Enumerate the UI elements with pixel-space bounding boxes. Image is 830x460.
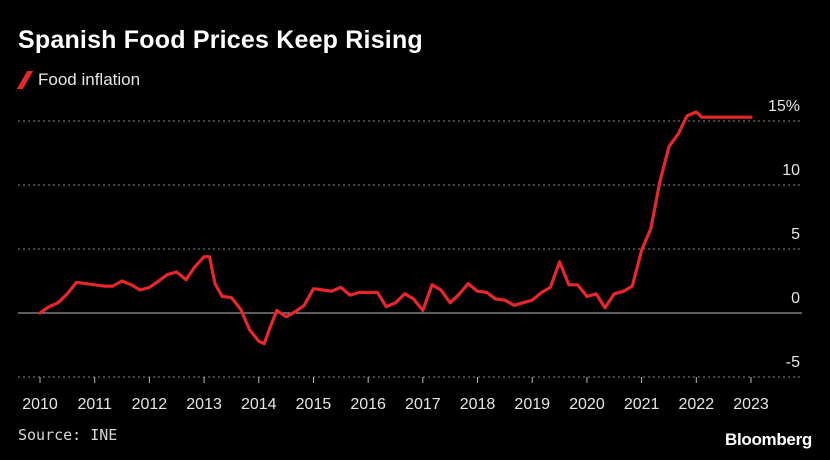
y-tick-label-0: 0 — [791, 290, 800, 307]
y-tick-label-5: 5 — [791, 226, 800, 243]
x-tick-label-2018: 2018 — [460, 396, 496, 413]
x-tick-label-2011: 2011 — [77, 396, 112, 413]
grid-layer: 15% 10 5 0 -5 — [18, 98, 802, 378]
x-tick-label-2010: 2010 — [22, 396, 58, 413]
x-tick-label-2021: 2021 — [624, 396, 660, 413]
bloomberg-logo: Bloomberg — [724, 430, 812, 449]
x-axis-ticks: 2010 2011 2012 2013 2014 2015 2016 2017 2018 2019… — [22, 377, 769, 413]
x-tick-label-2019: 2019 — [514, 396, 550, 413]
x-tick-label-2020: 2020 — [569, 396, 605, 413]
x-tick-label-2014: 2014 — [241, 396, 277, 413]
chart-title: Spanish Food Prices Keep Rising — [18, 26, 423, 54]
legend-label-food-inflation: Food inflation — [38, 70, 141, 89]
source-note: Source: INE — [18, 426, 118, 444]
series-line-food-inflation — [38, 110, 753, 346]
y-tick-label-10: 10 — [782, 162, 800, 179]
x-tick-label-2013: 2013 — [186, 396, 222, 413]
legend: Food inflation — [16, 70, 141, 90]
series-layer — [38, 110, 753, 346]
x-tick-label-2023: 2023 — [733, 396, 769, 413]
y-tick-label-15: 15% — [768, 98, 800, 115]
x-tick-label-2015: 2015 — [296, 396, 332, 413]
x-tick-label-2022: 2022 — [679, 396, 715, 413]
x-tick-label-2012: 2012 — [132, 396, 168, 413]
x-tick-label-2016: 2016 — [350, 396, 386, 413]
y-tick-label-neg5: -5 — [786, 354, 800, 371]
x-tick-label-2017: 2017 — [405, 396, 441, 413]
